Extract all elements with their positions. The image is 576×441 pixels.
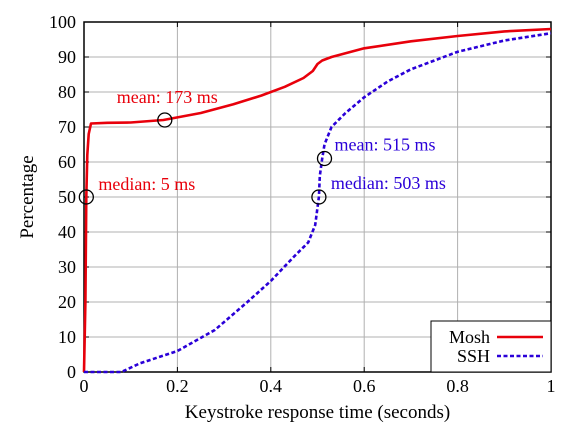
annotation-label: mean: 173 ms: [117, 87, 218, 107]
y-tick-label: 80: [58, 82, 76, 102]
series-line-mosh: [82, 27, 552, 373]
legend-label-ssh: SSH: [457, 346, 490, 366]
x-tick-label: 0.4: [260, 376, 283, 396]
annotations: mean: 173 ms median: 5 ms mean: 515 ms medi…: [78, 87, 446, 205]
y-tick-label: 20: [58, 292, 76, 312]
x-axis-label: Keystroke response time (seconds): [185, 402, 450, 423]
y-axis-label: Percentage: [17, 155, 38, 238]
x-tick-label: 0.2: [166, 376, 189, 396]
grid: [83, 21, 552, 373]
annotation-marker: [157, 112, 173, 128]
annotation-marker: [316, 150, 333, 167]
x-tick-label: 0.8: [446, 376, 469, 396]
y-tick-label: 10: [58, 327, 76, 347]
y-tick-label: 50: [58, 187, 76, 207]
annotation-label: median: 503 ms: [331, 173, 446, 193]
annotation-label: mean: 515 ms: [335, 135, 436, 155]
annotation-marker: [78, 189, 94, 205]
legend-box: [430, 320, 552, 373]
x-tick-label: 0.6: [353, 376, 376, 396]
x-tick-label: 0: [80, 376, 89, 396]
y-tick-label: 60: [58, 152, 76, 172]
series-lines: [82, 27, 552, 374]
y-tick-label: 90: [58, 47, 76, 67]
legend-label-mosh: Mosh: [449, 327, 490, 347]
y-tick-label: 100: [49, 12, 76, 32]
annotation-marker: [311, 189, 327, 205]
y-tick-label: 30: [58, 257, 76, 277]
y-tick-label: 70: [58, 117, 76, 137]
y-tick-label: 0: [67, 362, 76, 382]
y-tick-label: 40: [58, 222, 76, 242]
x-tick-label: 1: [547, 376, 556, 396]
annotation-label: median: 5 ms: [98, 174, 195, 194]
series-line-ssh: [84, 31, 552, 374]
